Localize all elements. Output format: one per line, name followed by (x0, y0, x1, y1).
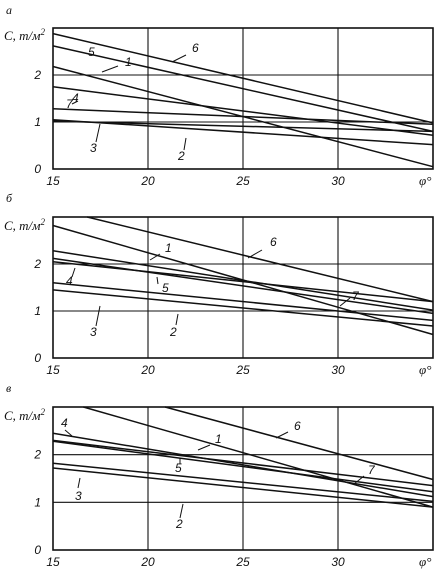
x-tick-label: 30 (331, 555, 345, 569)
x-axis-label: φ° (419, 362, 431, 377)
series-label-leader (149, 253, 161, 261)
series-label-1: 1 (165, 241, 172, 255)
series-line-6 (87, 216, 434, 303)
series-label-leader (77, 477, 81, 489)
series-line-4 (52, 432, 434, 498)
series-line-1 (83, 406, 434, 508)
x-tick-label: 25 (235, 363, 250, 377)
series-line-3 (52, 282, 434, 322)
series-label-5: 5 (162, 281, 169, 295)
series-label-3: 3 (90, 141, 97, 155)
y-tick-label: 1 (34, 115, 41, 129)
series-line-3 (52, 462, 434, 503)
series-label-leader (95, 305, 101, 327)
series-label-leader (339, 297, 351, 307)
series-label-7: 7 (352, 289, 360, 303)
series-label-leader (175, 313, 179, 326)
series-line-6 (52, 32, 434, 124)
y-axis-label: C, т/м2 (4, 407, 45, 423)
y-tick-label: 0 (34, 351, 41, 365)
series-line-2 (52, 467, 434, 508)
series-line-4 (52, 86, 434, 136)
series-line-3 (52, 120, 434, 133)
y-axis-label: C, т/м2 (4, 217, 45, 233)
series-line-5 (52, 440, 434, 493)
series-label-leader (179, 503, 184, 519)
plot-frame (52, 27, 434, 170)
series-label-leader (247, 249, 263, 259)
y-tick-label: 0 (34, 543, 41, 557)
panel-letter: а (6, 3, 12, 17)
x-axis-label: φ° (419, 554, 431, 569)
series-label-3: 3 (75, 489, 82, 503)
y-tick-label: 2 (33, 257, 41, 271)
series-label-leader (95, 123, 101, 143)
series-label-7: 7 (368, 463, 376, 477)
chart-panel-c: в 1 2 3 4 5 6 7 0 1 2 15 20 25 30 C, т/м2 φ° (4, 381, 434, 569)
plot-frame (52, 406, 434, 551)
series-label-6: 6 (192, 41, 199, 55)
series-label-7: 7 (66, 97, 74, 111)
y-tick-label: 2 (33, 68, 41, 82)
series-label-leader (156, 276, 159, 285)
series-label-leader (353, 475, 365, 485)
series-label-1: 1 (125, 55, 132, 69)
series-label-leader (183, 137, 187, 151)
series-label-1: 1 (215, 432, 222, 446)
series-label-leader (197, 444, 211, 451)
series-line-7 (52, 257, 434, 315)
series-label-4: 4 (61, 416, 68, 430)
y-tick-label: 1 (34, 304, 41, 318)
series-line-4 (52, 260, 434, 303)
series-line-7 (52, 439, 434, 487)
series-label-leader (275, 431, 289, 439)
x-tick-label: 20 (140, 555, 155, 569)
chart-panel-b: б 1 2 3 4 5 6 7 0 1 2 15 20 25 30 C, т/м2 φ° (4, 191, 434, 377)
series-label-4: 4 (72, 91, 79, 105)
series-label-leader (71, 100, 79, 105)
x-tick-label: 15 (46, 555, 60, 569)
x-tick-label: 20 (140, 363, 155, 377)
x-tick-label: 25 (235, 174, 250, 188)
series-label-5: 5 (175, 461, 182, 475)
series-label-6: 6 (270, 235, 277, 249)
series-line-2 (52, 289, 434, 327)
y-tick-label: 0 (34, 162, 41, 176)
series-label-leader (64, 429, 73, 437)
series-label-6: 6 (294, 419, 301, 433)
y-axis-label: C, т/м2 (4, 27, 45, 43)
series-label-2: 2 (175, 517, 183, 531)
series-line-2 (52, 118, 434, 146)
plot-frame (52, 216, 434, 359)
x-tick-label: 30 (331, 174, 345, 188)
x-tick-label: 15 (46, 363, 60, 377)
x-tick-label: 25 (235, 555, 250, 569)
series-line-1 (52, 45, 434, 133)
panel-letter: б (6, 191, 13, 205)
panel-letter: в (6, 381, 11, 395)
series-label-leader (171, 54, 187, 63)
series-label-leader (71, 267, 76, 278)
series-label-leader (101, 65, 119, 73)
series-label-3: 3 (90, 325, 97, 339)
series-label-2: 2 (169, 325, 177, 339)
y-tick-label: 2 (33, 448, 41, 462)
x-axis-label: φ° (419, 173, 431, 188)
series-line-6 (164, 406, 434, 481)
series-line-7 (52, 108, 434, 126)
x-tick-label: 20 (140, 174, 155, 188)
x-tick-label: 15 (46, 174, 60, 188)
x-tick-label: 30 (331, 363, 345, 377)
series-label-4: 4 (66, 274, 73, 288)
series-line-5 (52, 250, 434, 311)
chart-panel-a: а 1 2 3 4 5 6 7 0 1 2 15 20 25 30 C, т/м2 φ° (4, 3, 434, 188)
series-label-5: 5 (88, 45, 95, 59)
y-tick-label: 1 (34, 495, 41, 509)
series-label-2: 2 (177, 149, 185, 163)
